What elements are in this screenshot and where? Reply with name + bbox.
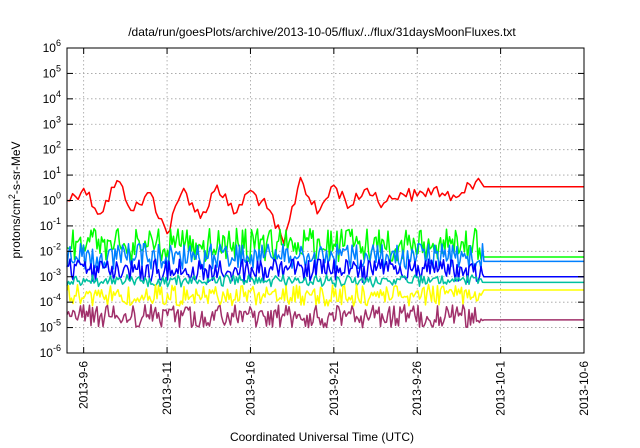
y-tick-label: 103 <box>43 114 61 131</box>
y-tick-label: 104 <box>43 89 61 106</box>
x-tick-label: 2013-9-26 <box>410 361 424 416</box>
y-tick-label: 10-2 <box>40 241 61 258</box>
series-line-5 <box>66 283 584 307</box>
y-tick-label: 10-1 <box>40 216 61 233</box>
y-tick-labels: 10-6 10-5 10-4 10-3 10-2 10-1 100 101 102 103 104 1… <box>40 38 61 360</box>
axis-ticks <box>67 47 585 354</box>
y-tick-label: 10-5 <box>40 318 61 335</box>
y-axis-label: protons/cm2-s-sr-MeV <box>7 141 23 258</box>
series-line-6 <box>66 303 584 329</box>
x-tick-labels: 2013-9-6 2013-9-11 2013-9-16 2013-9-21 2013-… <box>77 361 591 416</box>
y-tick-label: 10-4 <box>40 292 61 309</box>
series-line-2 <box>66 242 584 270</box>
y-tick-label: 100 <box>43 191 61 208</box>
x-tick-label: 2013-9-21 <box>327 361 341 416</box>
x-tick-label: 2013-10-6 <box>577 361 591 416</box>
y-tick-label: 10-6 <box>40 343 61 360</box>
y-tick-label: 102 <box>43 140 61 157</box>
series-group <box>66 176 584 329</box>
series-line-0 <box>66 176 584 245</box>
series-line-3 <box>66 258 584 284</box>
y-tick-label: 10-3 <box>40 267 61 284</box>
y-tick-label: 105 <box>43 63 61 80</box>
x-axis-label: Coordinated Universal Time (UTC) <box>230 430 414 444</box>
y-tick-label: 106 <box>43 38 61 55</box>
x-tick-label: 2013-9-11 <box>160 361 174 415</box>
series-line-4 <box>66 274 584 288</box>
x-tick-label: 2013-9-16 <box>243 361 257 416</box>
chart-title: /data/run/goesPlots/archive/2013-10-05/f… <box>128 25 516 39</box>
x-tick-label: 2013-9-6 <box>77 361 91 409</box>
y-tick-label: 101 <box>43 165 61 182</box>
grid-lines <box>67 48 584 353</box>
x-tick-label: 2013-10-1 <box>494 361 508 416</box>
